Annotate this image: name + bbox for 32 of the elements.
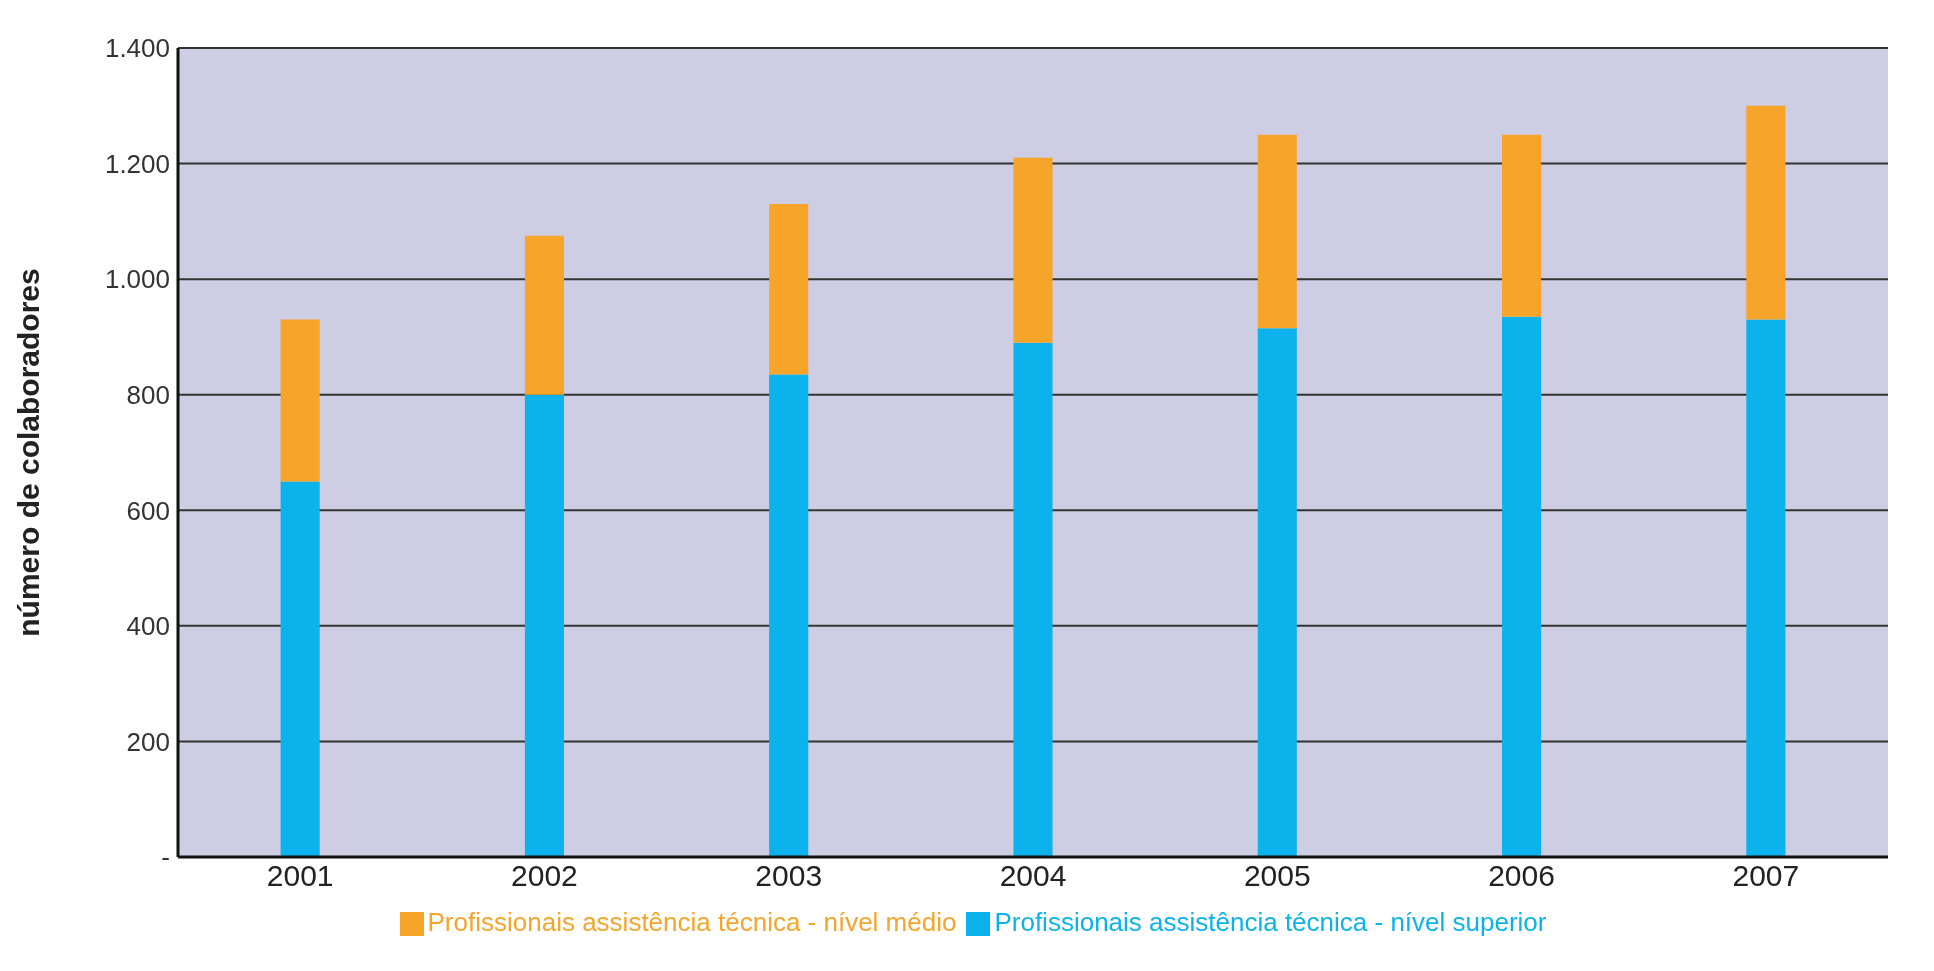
x-tick-label: 2001 — [266, 859, 334, 893]
bar — [1013, 342, 1053, 857]
y-tick-label: 1.000 — [104, 264, 170, 295]
x-tick-label: 2002 — [511, 859, 578, 893]
y-tick-label: 400 — [126, 611, 170, 642]
bar — [280, 319, 320, 482]
bar — [1502, 134, 1542, 317]
bar — [1013, 157, 1053, 343]
bar — [524, 394, 564, 857]
bar — [1502, 316, 1542, 857]
x-tick-label: 2006 — [1488, 859, 1555, 893]
x-tick-label: 2003 — [755, 859, 823, 893]
x-tick-label: 2004 — [999, 859, 1067, 893]
y-axis-title: número de colaboradores — [11, 268, 45, 637]
legend-label: Profissionais assistência técnica - nível superior — [994, 907, 1547, 937]
y-tick-label: 800 — [126, 379, 170, 410]
bar — [1257, 134, 1297, 329]
x-tick-label: 2005 — [1243, 859, 1311, 893]
y-tick-label: - — [161, 842, 170, 873]
bar — [1746, 105, 1786, 320]
bar — [769, 204, 809, 375]
y-tick-label: 200 — [126, 726, 170, 757]
bar — [1746, 319, 1786, 857]
bar — [769, 374, 809, 857]
bar — [1257, 328, 1297, 857]
y-tick-label: 1.200 — [104, 148, 170, 179]
bar — [280, 481, 320, 857]
legend-label: Profissionais assistência técnica - nível médio — [427, 907, 957, 937]
bar — [524, 235, 564, 395]
y-tick-label: 600 — [126, 495, 170, 526]
x-tick-label: 2007 — [1732, 859, 1800, 893]
y-tick-label: 1.400 — [104, 33, 170, 64]
